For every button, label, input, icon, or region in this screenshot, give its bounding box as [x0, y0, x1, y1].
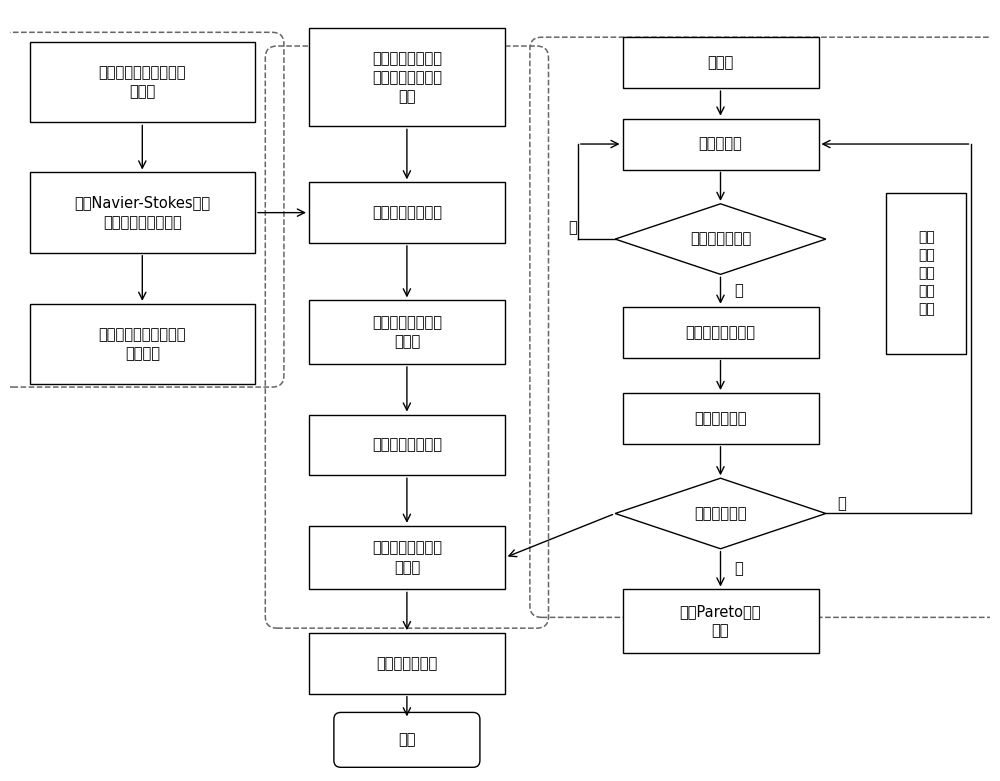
Text: 是: 是	[734, 562, 743, 576]
FancyBboxPatch shape	[622, 307, 818, 358]
FancyBboxPatch shape	[309, 182, 505, 243]
FancyBboxPatch shape	[309, 301, 505, 364]
FancyBboxPatch shape	[622, 119, 818, 169]
Text: 非支配分级: 非支配分级	[699, 137, 742, 152]
Text: 获得样本点及测试点目
标函数值: 获得样本点及测试点目 标函数值	[99, 327, 186, 361]
FancyBboxPatch shape	[886, 193, 966, 355]
Text: 输出Pareto最优
解集: 输出Pareto最优 解集	[680, 604, 761, 638]
FancyBboxPatch shape	[309, 28, 505, 127]
Text: 构造径向基函数代
理模型: 构造径向基函数代 理模型	[372, 315, 442, 349]
Text: 个体拥挤距离计算: 个体拥挤距离计算	[686, 325, 756, 340]
Text: 否: 否	[838, 496, 846, 512]
FancyBboxPatch shape	[309, 633, 505, 694]
FancyBboxPatch shape	[309, 415, 505, 476]
FancyBboxPatch shape	[309, 526, 505, 590]
Text: 否: 否	[734, 283, 743, 298]
Text: 初始化: 初始化	[707, 55, 734, 70]
Text: 重启动条件判断: 重启动条件判断	[690, 232, 751, 247]
Text: 评价代理模型精度: 评价代理模型精度	[372, 437, 442, 452]
Text: 更新外部种群: 更新外部种群	[694, 411, 747, 426]
Text: 实验设计方法采样: 实验设计方法采样	[372, 205, 442, 220]
FancyBboxPatch shape	[30, 42, 255, 123]
Text: 拉丁超立方实验设计方
法采样: 拉丁超立方实验设计方 法采样	[99, 65, 186, 99]
Text: 基于Navier-Stokes方程
计算样本点及测试点: 基于Navier-Stokes方程 计算样本点及测试点	[74, 195, 210, 230]
Text: 终止条件判断: 终止条件判断	[694, 506, 747, 521]
Text: 微型多目标遗传算
法求解: 微型多目标遗传算 法求解	[372, 540, 442, 575]
FancyBboxPatch shape	[30, 173, 255, 253]
FancyBboxPatch shape	[334, 712, 480, 767]
Text: 建立螺旋油楔轴承
优化设计问题数学
模型: 建立螺旋油楔轴承 优化设计问题数学 模型	[372, 51, 442, 104]
Polygon shape	[615, 204, 826, 274]
FancyBboxPatch shape	[622, 393, 818, 444]
Text: 获得最终妥协解: 获得最终妥协解	[376, 656, 438, 671]
Text: 遗传
操作
产生
子代
种群: 遗传 操作 产生 子代 种群	[918, 230, 935, 316]
FancyBboxPatch shape	[622, 37, 818, 88]
Text: 结束: 结束	[398, 733, 416, 747]
Text: 是: 是	[569, 219, 577, 235]
FancyBboxPatch shape	[622, 590, 818, 653]
Polygon shape	[615, 478, 826, 549]
FancyBboxPatch shape	[30, 304, 255, 384]
